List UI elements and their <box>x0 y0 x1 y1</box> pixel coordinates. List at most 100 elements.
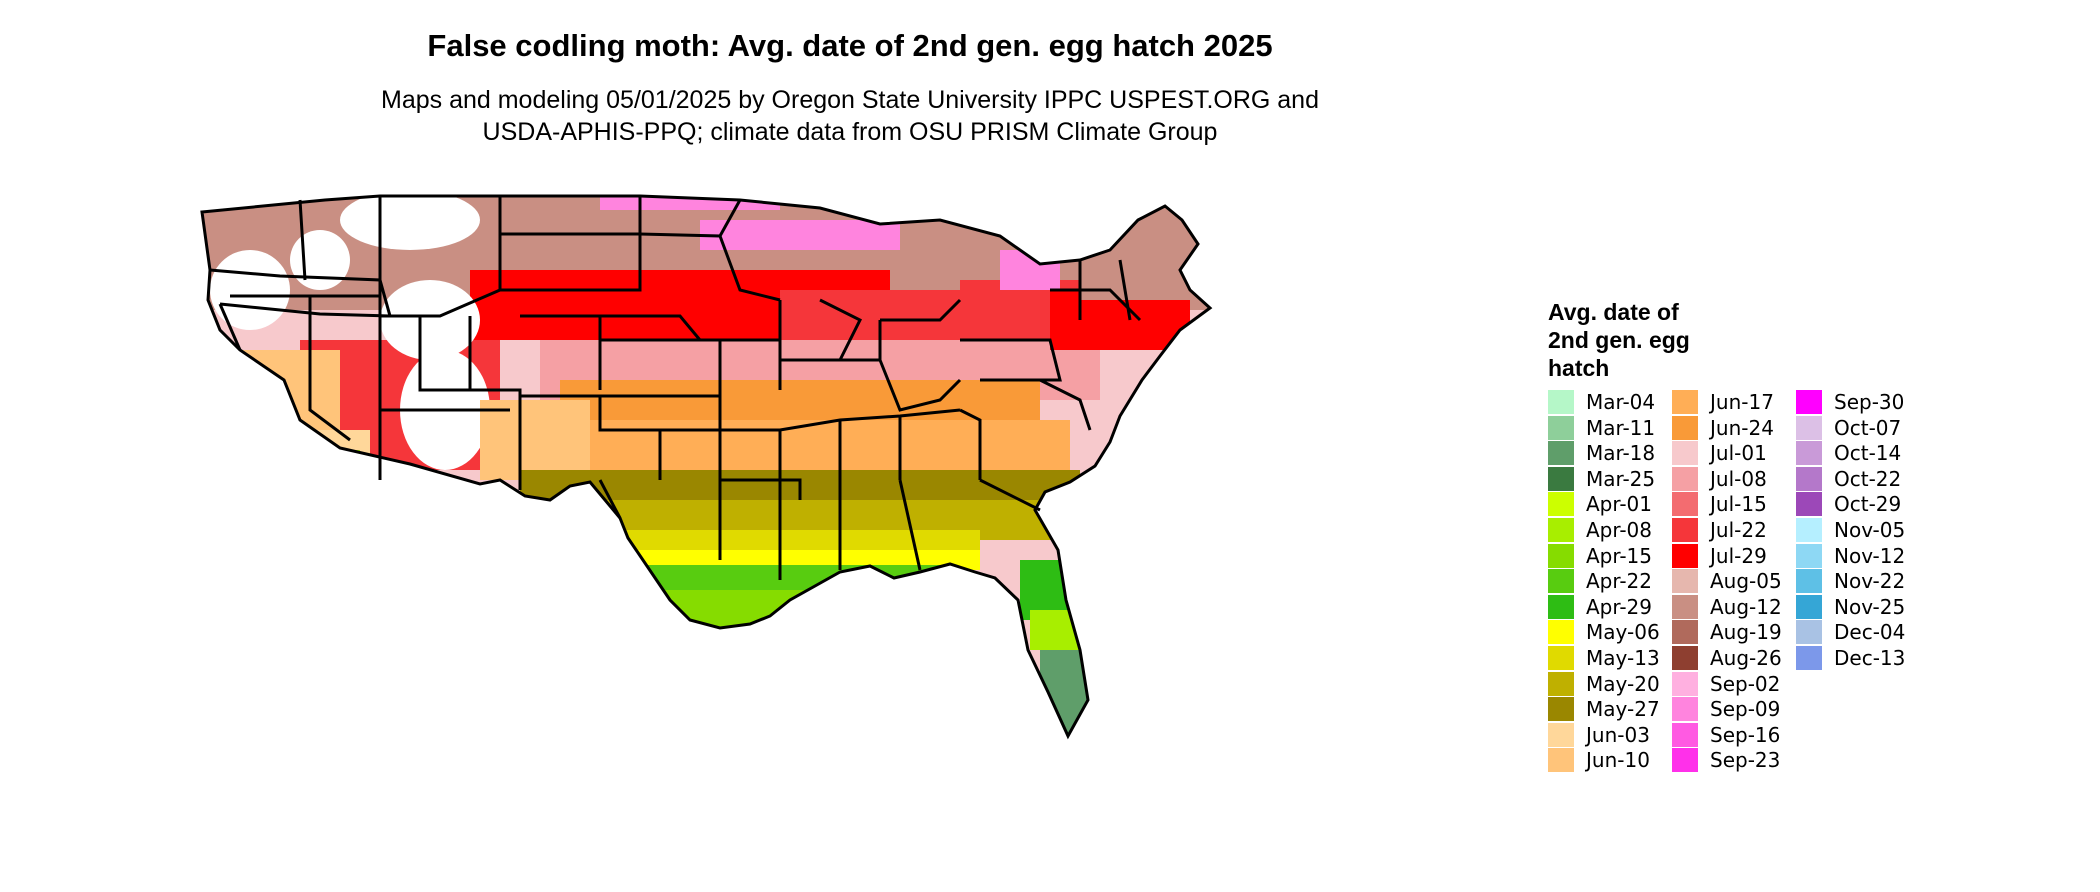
legend-swatch <box>1672 466 1698 491</box>
legend-swatch <box>1796 543 1822 568</box>
legend-label: Aug-12 <box>1710 594 1782 619</box>
legend-label: Aug-19 <box>1710 620 1782 645</box>
legend-label: Aug-05 <box>1710 569 1782 594</box>
legend-swatch <box>1548 671 1574 696</box>
legend-label: Jul-29 <box>1710 543 1767 568</box>
legend-label: Jul-08 <box>1710 466 1767 491</box>
legend-swatch <box>1672 646 1698 670</box>
legend-item: Oct-14 <box>1796 441 1902 466</box>
legend-label: Apr-29 <box>1586 594 1652 619</box>
legend-swatch <box>1548 390 1574 414</box>
subtitle-line-1: Maps and modeling 05/01/2025 by Oregon S… <box>381 86 1319 114</box>
legend-item: Dec-13 <box>1796 646 1905 670</box>
legend-label: Nov-25 <box>1834 594 1906 619</box>
legend-item: Jul-22 <box>1672 518 1767 542</box>
legend-label: Jun-10 <box>1586 748 1650 773</box>
legend-item: Aug-19 <box>1672 620 1782 645</box>
legend-entries: Mar-04 Mar-11 Mar-18 Mar-25 Apr-01 Apr-08 Apr-… <box>1548 390 2100 790</box>
legend-item: Apr-08 <box>1548 518 1652 542</box>
legend-title-line-3: hatch <box>1548 355 1610 381</box>
legend-label: May-13 <box>1586 646 1660 670</box>
legend-item: Aug-05 <box>1672 569 1782 594</box>
legend-item: Aug-12 <box>1672 594 1782 619</box>
legend-swatch <box>1548 594 1574 619</box>
legend-label: Jun-24 <box>1710 415 1774 440</box>
legend-item: Nov-25 <box>1796 594 1906 619</box>
legend-item: Jul-29 <box>1672 543 1767 568</box>
legend-label: Oct-07 <box>1834 415 1902 440</box>
legend-item: Jun-24 <box>1672 415 1774 440</box>
legend-swatch <box>1672 543 1698 568</box>
legend-label: May-20 <box>1586 671 1660 696</box>
map-subtitle: Maps and modeling 05/01/2025 by Oregon S… <box>0 84 1700 148</box>
legend-item: Sep-30 <box>1796 390 1904 414</box>
legend-item: Nov-05 <box>1796 518 1905 542</box>
legend-item: Mar-04 <box>1548 390 1655 414</box>
legend-swatch <box>1672 441 1698 466</box>
legend-swatch <box>1548 492 1574 517</box>
legend-swatch <box>1672 620 1698 645</box>
legend-label: Sep-09 <box>1710 697 1781 722</box>
legend-label: Oct-14 <box>1834 441 1902 466</box>
legend-swatch <box>1548 697 1574 722</box>
legend-label: Dec-13 <box>1834 646 1906 670</box>
legend-item: Sep-09 <box>1672 697 1781 722</box>
legend: Avg. date of 2nd gen. egg hatch Mar-04 Ma… <box>1548 298 1905 773</box>
legend-swatch <box>1796 569 1822 594</box>
legend-swatch <box>1672 671 1698 696</box>
legend-item: Dec-04 <box>1796 620 1906 645</box>
legend-label: Sep-02 <box>1710 671 1781 696</box>
legend-item: Jul-15 <box>1672 492 1767 517</box>
legend-item: Sep-23 <box>1672 748 1780 773</box>
legend-swatch <box>1548 441 1574 466</box>
legend-label: Oct-29 <box>1834 492 1902 517</box>
legend-item: Apr-29 <box>1548 594 1652 619</box>
legend-label: Oct-22 <box>1834 466 1902 491</box>
legend-item: Sep-16 <box>1672 722 1780 747</box>
legend-item: Mar-11 <box>1548 415 1656 440</box>
legend-item: Oct-29 <box>1796 492 1902 517</box>
legend-swatch <box>1672 518 1698 542</box>
legend-swatch <box>1796 390 1822 414</box>
legend-swatch <box>1548 518 1574 542</box>
legend-item: May-20 <box>1548 671 1660 696</box>
legend-swatch <box>1796 594 1822 619</box>
legend-item: Nov-22 <box>1796 569 1906 594</box>
legend-swatch <box>1548 722 1574 747</box>
map-title: False codling moth: Avg. date of 2nd gen… <box>427 28 1273 63</box>
legend-swatch <box>1672 594 1698 619</box>
legend-swatch <box>1548 415 1574 440</box>
legend-label: Mar-04 <box>1586 390 1656 414</box>
legend-label: Sep-30 <box>1834 390 1905 414</box>
legend-item: May-13 <box>1548 646 1660 670</box>
legend-item: Apr-01 <box>1548 492 1652 517</box>
legend-swatch <box>1796 620 1822 645</box>
legend-swatch <box>1548 646 1574 670</box>
legend-label: Jun-03 <box>1586 722 1650 747</box>
legend-title-line-1: Avg. date of <box>1548 299 1679 325</box>
legend-swatch <box>1548 543 1574 568</box>
state-borders <box>200 194 1213 740</box>
legend-swatch <box>1672 492 1698 517</box>
legend-label: Apr-01 <box>1586 492 1652 517</box>
legend-label: Jun-17 <box>1710 390 1774 414</box>
legend-label: Dec-04 <box>1834 620 1906 645</box>
legend-item: May-06 <box>1548 620 1660 645</box>
legend-title-line-2: 2nd gen. egg <box>1548 327 1690 353</box>
legend-label: May-27 <box>1586 697 1660 722</box>
legend-swatch <box>1672 415 1698 440</box>
legend-swatch <box>1672 569 1698 594</box>
legend-label: May-06 <box>1586 620 1660 645</box>
legend-label: Nov-12 <box>1834 543 1906 568</box>
legend-item: Sep-02 <box>1672 671 1781 696</box>
legend-label: Mar-11 <box>1586 415 1656 440</box>
legend-label: Mar-25 <box>1586 466 1656 491</box>
legend-label: Aug-26 <box>1710 646 1782 670</box>
legend-label: Nov-22 <box>1834 569 1906 594</box>
legend-label: Nov-05 <box>1834 518 1906 542</box>
legend-item: Jun-03 <box>1548 722 1650 747</box>
legend-item: Jun-17 <box>1672 390 1774 414</box>
legend-swatch <box>1548 569 1574 594</box>
legend-item: Oct-22 <box>1796 466 1902 491</box>
legend-item: Apr-22 <box>1548 569 1652 594</box>
